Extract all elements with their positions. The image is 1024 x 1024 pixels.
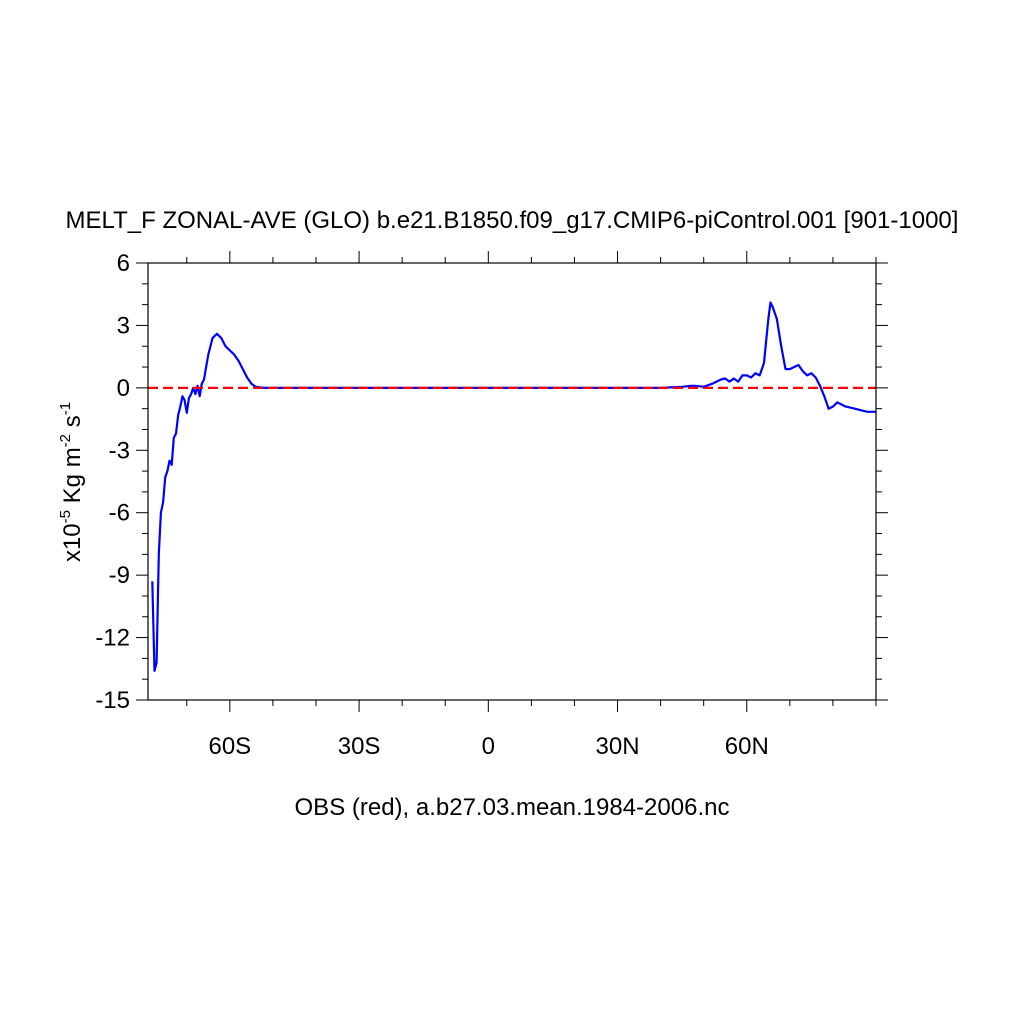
axis-ticks [136,251,888,712]
x-tick-label: 30N [596,733,640,760]
x-tick-label: 60S [208,733,251,760]
y-tick-label: -15 [95,687,130,714]
y-axis-label-unit2: s [59,415,86,434]
plot-border [147,262,877,701]
y-tick-label: 3 [117,312,130,339]
y-axis-label-unit1: Kg m [59,447,86,510]
x-tick-label: 0 [482,733,495,760]
plot-frame [147,262,877,701]
y-tick-label: 6 [117,250,130,277]
y-axis-label-unit2-exp: -1 [57,402,74,415]
y-tick-label: -3 [109,437,130,464]
y-tick-label: -6 [109,500,130,527]
y-axis-label-exp: -5 [57,510,74,523]
y-tick-label: -9 [109,562,130,589]
plot-area [148,301,876,672]
series-line-model [151,301,876,672]
axis-tick-labels: 6 3 0 -3 -6 -9 -12 -15 60S 30S 0 30N 60N [95,250,768,760]
y-tick-label: -12 [95,625,130,652]
y-axis-label: x10-5 Kg m-2 s-1 [57,402,86,562]
y-axis-label-unit1-exp: -2 [57,434,74,447]
x-axis-label: OBS (red), a.b27.03.mean.1984-2006.nc [295,794,730,821]
x-tick-label: 60N [725,733,769,760]
y-tick-label: 0 [117,375,130,402]
y-axis-label-prefix: x10 [59,523,86,562]
x-tick-label: 30S [338,733,381,760]
chart-title: MELT_F ZONAL-AVE (GLO) b.e21.B1850.f09_g… [66,207,959,234]
